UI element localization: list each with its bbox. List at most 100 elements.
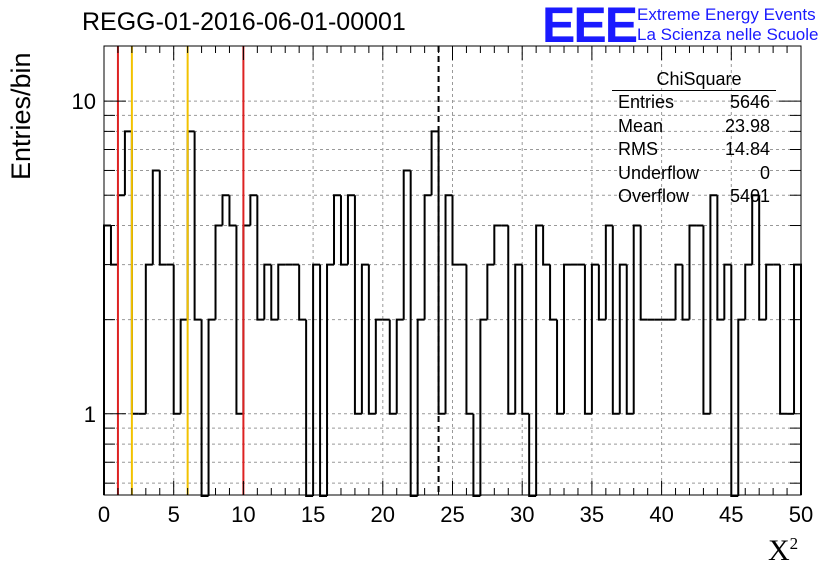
chart-title: REGG-01-2016-06-01-00001 <box>82 8 406 36</box>
histogram-bin <box>298 264 307 321</box>
histogram-bin <box>200 319 209 497</box>
stats-value: 14.84 <box>724 139 770 159</box>
histogram-bin <box>416 318 425 496</box>
histogram-bin <box>444 194 453 414</box>
histogram-bin <box>270 264 279 321</box>
stats-key: RMS <box>618 139 658 159</box>
histogram-bin <box>109 225 118 266</box>
histogram-bin <box>639 225 648 321</box>
x-tick-label: 50 <box>789 502 813 527</box>
stats-key: Underflow <box>618 162 700 183</box>
x-tick-label: 15 <box>301 502 325 527</box>
x-tick-label: 20 <box>371 502 395 527</box>
axis-ticks <box>103 46 802 495</box>
histogram-bin <box>402 169 411 320</box>
histogram-bin <box>674 263 683 320</box>
eee-logo: EEE <box>542 0 638 53</box>
histogram-bin <box>353 195 362 415</box>
histogram-bin <box>549 264 558 321</box>
histogram-bin <box>228 195 237 227</box>
x-tick-label: 5 <box>168 502 180 527</box>
histogram-bin <box>221 194 230 226</box>
histogram-bin <box>333 194 341 265</box>
y-axis-label: Entries/bin <box>6 52 36 180</box>
stats-key: Overflow <box>618 186 690 206</box>
y-tick-label: 1 <box>84 402 96 427</box>
histogram-bin <box>465 264 474 415</box>
histogram-bin <box>305 319 314 497</box>
histogram-bin <box>479 318 488 496</box>
histogram-bin <box>514 263 523 414</box>
histogram-bin <box>583 264 592 415</box>
stats-row: Mean 23.98 <box>612 115 776 139</box>
histogram-bin <box>158 170 167 266</box>
histogram-bin <box>151 169 160 265</box>
x-axis-label: X2 <box>768 534 799 567</box>
x-tick-label: 45 <box>719 502 743 527</box>
x-tick-label: 35 <box>580 502 604 527</box>
histogram-bin <box>737 318 746 496</box>
histogram-bin <box>130 131 139 415</box>
logo-text-line2: La Scienza nelle Scuole <box>637 25 819 44</box>
histogram-bin <box>723 263 732 320</box>
histogram-bin <box>793 263 802 495</box>
histogram-bin <box>486 263 495 320</box>
histogram-bin <box>277 263 286 320</box>
histogram-bin <box>681 264 690 321</box>
histogram-bin <box>319 264 328 497</box>
histogram-bin <box>214 224 223 320</box>
histogram-bin <box>193 131 202 321</box>
x-tick-label: 30 <box>510 502 534 527</box>
stats-row: RMS 14.84 <box>612 138 776 162</box>
x-tick-label: 25 <box>440 502 464 527</box>
y-tick-label: 10 <box>72 89 96 114</box>
histogram-bin <box>597 264 606 321</box>
histogram-bin <box>542 225 551 266</box>
histogram-bin <box>751 194 760 265</box>
x-tick-label: 0 <box>98 502 110 527</box>
histogram-bin <box>116 194 125 265</box>
histogram-bin <box>604 224 613 320</box>
histogram-bin <box>346 194 355 265</box>
stats-box: ChiSquare Entries 5646 Mean 23.98 RMS 14… <box>612 68 776 209</box>
stats-title: ChiSquare <box>612 68 776 91</box>
histogram-bin <box>765 263 774 320</box>
stats-key: Mean <box>618 115 664 136</box>
x-tick-label: 10 <box>231 502 255 527</box>
histogram-bin <box>430 130 439 196</box>
histogram-bin <box>374 318 383 414</box>
logo-text-line1: Extreme Energy Events <box>637 5 816 24</box>
histogram-bin <box>409 170 418 497</box>
histogram-bin <box>590 263 599 414</box>
axis-tick-labels: 0 5 10 15 20 25 30 35 40 45 50 1 10 <box>72 89 814 527</box>
stats-key: Entries <box>618 92 675 112</box>
histogram-bin <box>702 225 711 415</box>
histogram-bin <box>437 131 446 415</box>
stats-row: Entries 5646 <box>612 91 776 115</box>
histogram-bin <box>709 194 718 414</box>
histogram-bin <box>360 263 369 414</box>
histogram-bin <box>207 318 216 496</box>
histogram-bin <box>451 195 460 266</box>
stats-value: 23.98 <box>724 115 770 136</box>
threshold-lines <box>116 46 440 495</box>
histogram-bin <box>556 319 565 415</box>
histogram-bin <box>172 264 181 415</box>
histogram-bin <box>632 224 641 414</box>
histogram-bin <box>235 225 244 415</box>
stats-row: Underflow 0 <box>612 162 776 186</box>
histogram-bin <box>367 264 376 415</box>
histogram-bin <box>123 130 132 196</box>
histogram-bin <box>312 263 321 496</box>
histogram-bin <box>472 413 481 497</box>
histogram-bin <box>493 224 502 265</box>
histogram-bin <box>521 264 530 415</box>
histogram-bin <box>779 264 788 415</box>
histogram-bin <box>144 263 153 414</box>
histogram-bin <box>563 263 571 414</box>
histogram-bin <box>730 264 739 497</box>
x-tick-label: 40 <box>649 502 673 527</box>
histogram-bin <box>339 195 348 266</box>
histogram-bin <box>388 319 397 415</box>
